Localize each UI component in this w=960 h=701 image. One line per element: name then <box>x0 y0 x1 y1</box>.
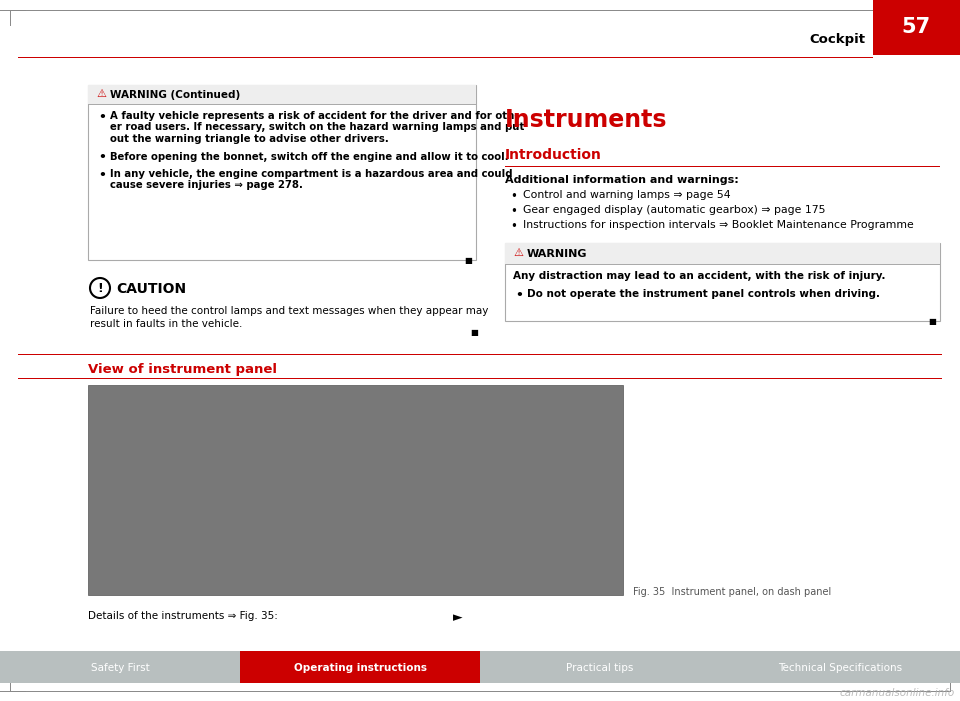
Text: •: • <box>98 169 106 182</box>
Text: Before opening the bonnet, switch off the engine and allow it to cool.: Before opening the bonnet, switch off th… <box>110 151 509 161</box>
Text: ■: ■ <box>464 256 472 265</box>
Bar <box>505 166 940 167</box>
Text: carmanualsonline.info: carmanualsonline.info <box>840 688 955 698</box>
Text: Cockpit: Cockpit <box>809 34 865 46</box>
Text: Details of the instruments ⇒ Fig. 35:: Details of the instruments ⇒ Fig. 35: <box>88 611 277 621</box>
Text: WARNING (Continued): WARNING (Continued) <box>110 90 240 100</box>
Text: Gear engaged display (automatic gearbox) ⇒ page 175: Gear engaged display (automatic gearbox)… <box>523 205 826 215</box>
Text: View of instrument panel: View of instrument panel <box>88 363 277 376</box>
Text: out the warning triangle to advise other drivers.: out the warning triangle to advise other… <box>110 134 389 144</box>
Text: •: • <box>510 190 516 203</box>
Text: Do not operate the instrument panel controls when driving.: Do not operate the instrument panel cont… <box>527 289 880 299</box>
Text: ⚠: ⚠ <box>96 89 106 99</box>
Text: er road users. If necessary, switch on the hazard warning lamps and put: er road users. If necessary, switch on t… <box>110 123 524 132</box>
Text: Instructions for inspection intervals ⇒ Booklet Maintenance Programme: Instructions for inspection intervals ⇒ … <box>523 220 914 230</box>
Text: Safety First: Safety First <box>90 663 150 673</box>
Bar <box>18 354 942 355</box>
Text: Operating instructions: Operating instructions <box>294 663 426 673</box>
Text: Any distraction may lead to an accident, with the risk of injury.: Any distraction may lead to an accident,… <box>513 271 885 281</box>
Text: Failure to heed the control lamps and text messages when they appear may: Failure to heed the control lamps and te… <box>90 306 489 316</box>
Text: ■: ■ <box>470 328 478 337</box>
Text: WARNING: WARNING <box>527 249 588 259</box>
Text: Additional information and warnings:: Additional information and warnings: <box>505 175 739 185</box>
Text: !: ! <box>97 282 103 294</box>
Text: Fig. 35  Instrument panel, on dash panel: Fig. 35 Instrument panel, on dash panel <box>633 587 831 597</box>
Text: •: • <box>510 205 516 218</box>
Bar <box>240 651 480 683</box>
Bar <box>720 651 960 683</box>
Text: A faulty vehicle represents a risk of accident for the driver and for oth-: A faulty vehicle represents a risk of ac… <box>110 111 518 121</box>
Text: ►: ► <box>453 611 463 624</box>
Text: Technical Specifications: Technical Specifications <box>778 663 902 673</box>
Text: •: • <box>98 151 106 165</box>
Text: 57: 57 <box>901 17 930 37</box>
Bar <box>18 57 873 58</box>
Bar <box>0 651 240 683</box>
Bar <box>480 651 720 683</box>
Text: •: • <box>515 289 523 302</box>
Text: ⚠: ⚠ <box>513 248 523 258</box>
Bar <box>873 0 960 55</box>
Text: Practical tips: Practical tips <box>566 663 634 673</box>
Text: •: • <box>510 220 516 233</box>
Bar <box>88 85 476 260</box>
Text: Introduction: Introduction <box>505 148 602 162</box>
Bar <box>505 243 940 265</box>
Text: result in faults in the vehicle.: result in faults in the vehicle. <box>90 319 242 329</box>
Text: ■: ■ <box>928 317 936 326</box>
Text: In any vehicle, the engine compartment is a hazardous area and could: In any vehicle, the engine compartment i… <box>110 169 513 179</box>
Text: cause severe injuries ⇒ page 278.: cause severe injuries ⇒ page 278. <box>110 180 302 191</box>
Text: •: • <box>98 111 106 124</box>
Bar <box>505 243 940 321</box>
Bar <box>88 385 623 595</box>
Bar <box>88 85 476 105</box>
Text: CAUTION: CAUTION <box>116 282 186 296</box>
Text: Control and warning lamps ⇒ page 54: Control and warning lamps ⇒ page 54 <box>523 190 731 200</box>
Text: Instruments: Instruments <box>505 108 667 132</box>
